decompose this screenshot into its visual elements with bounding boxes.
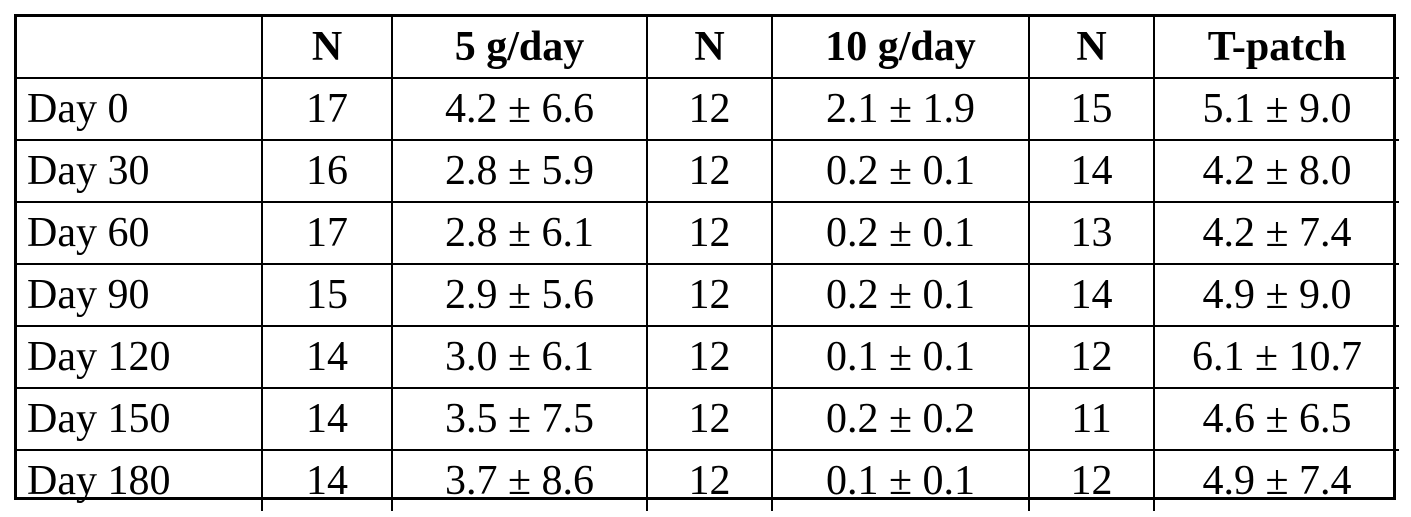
table-row: Day 150 14 3.5 ± 7.5 12 0.2 ± 0.2 11 4.6… [17, 388, 1399, 450]
table-row: Day 120 14 3.0 ± 6.1 12 0.1 ± 0.1 12 6.1… [17, 326, 1399, 388]
header-n-tpatch: N [1029, 17, 1154, 78]
header-corner-cell [17, 17, 262, 78]
table-cell: 0.2 ± 0.1 [772, 140, 1029, 202]
table-cell: 2.8 ± 6.1 [392, 202, 647, 264]
table-row: Day 90 15 2.9 ± 5.6 12 0.2 ± 0.1 14 4.9 … [17, 264, 1399, 326]
table-cell: 4.2 ± 6.6 [392, 78, 647, 140]
table-cell: 0.1 ± 0.1 [772, 326, 1029, 388]
table-header-row: N 5 g/day N 10 g/day N T-patch [17, 17, 1399, 78]
table-cell: 2.9 ± 5.6 [392, 264, 647, 326]
table-cell: 12 [647, 202, 772, 264]
table-cell: 17 [262, 78, 392, 140]
data-table: N 5 g/day N 10 g/day N T-patch Day 0 17 … [17, 17, 1399, 511]
table-cell: 12 [647, 388, 772, 450]
header-10g-day: 10 g/day [772, 17, 1029, 78]
table-cell: 15 [1029, 78, 1154, 140]
table-row: Day 180 14 3.7 ± 8.6 12 0.1 ± 0.1 12 4.9… [17, 450, 1399, 511]
table-cell: 12 [647, 78, 772, 140]
table-cell: 2.1 ± 1.9 [772, 78, 1029, 140]
table-cell: 3.5 ± 7.5 [392, 388, 647, 450]
table-cell: 2.8 ± 5.9 [392, 140, 647, 202]
row-label: Day 0 [17, 78, 262, 140]
table-cell: 0.2 ± 0.1 [772, 202, 1029, 264]
table-row: Day 0 17 4.2 ± 6.6 12 2.1 ± 1.9 15 5.1 ±… [17, 78, 1399, 140]
data-table-frame: N 5 g/day N 10 g/day N T-patch Day 0 17 … [14, 14, 1396, 500]
table-cell: 12 [647, 264, 772, 326]
table-cell: 4.9 ± 9.0 [1154, 264, 1399, 326]
table-cell: 16 [262, 140, 392, 202]
table-row: Day 60 17 2.8 ± 6.1 12 0.2 ± 0.1 13 4.2 … [17, 202, 1399, 264]
row-label: Day 120 [17, 326, 262, 388]
header-n-5g: N [262, 17, 392, 78]
table-cell: 14 [262, 450, 392, 511]
table-cell: 3.0 ± 6.1 [392, 326, 647, 388]
header-n-10g: N [647, 17, 772, 78]
table-cell: 15 [262, 264, 392, 326]
table-cell: 12 [647, 326, 772, 388]
row-label: Day 30 [17, 140, 262, 202]
row-label: Day 90 [17, 264, 262, 326]
table-cell: 14 [1029, 140, 1154, 202]
table-cell: 0.2 ± 0.1 [772, 264, 1029, 326]
table-cell: 0.1 ± 0.1 [772, 450, 1029, 511]
table-cell: 4.2 ± 8.0 [1154, 140, 1399, 202]
header-5g-day: 5 g/day [392, 17, 647, 78]
table-cell: 12 [647, 450, 772, 511]
table-cell: 12 [1029, 326, 1154, 388]
table-cell: 4.9 ± 7.4 [1154, 450, 1399, 511]
table-cell: 13 [1029, 202, 1154, 264]
table-cell: 14 [262, 388, 392, 450]
table-cell: 11 [1029, 388, 1154, 450]
table-cell: 14 [1029, 264, 1154, 326]
table-cell: 12 [1029, 450, 1154, 511]
header-t-patch: T-patch [1154, 17, 1399, 78]
table-cell: 12 [647, 140, 772, 202]
table-cell: 0.2 ± 0.2 [772, 388, 1029, 450]
table-cell: 5.1 ± 9.0 [1154, 78, 1399, 140]
table-row: Day 30 16 2.8 ± 5.9 12 0.2 ± 0.1 14 4.2 … [17, 140, 1399, 202]
row-label: Day 60 [17, 202, 262, 264]
table-cell: 4.6 ± 6.5 [1154, 388, 1399, 450]
table-cell: 17 [262, 202, 392, 264]
table-cell: 6.1 ± 10.7 [1154, 326, 1399, 388]
table-cell: 4.2 ± 7.4 [1154, 202, 1399, 264]
table-cell: 14 [262, 326, 392, 388]
table-cell: 3.7 ± 8.6 [392, 450, 647, 511]
row-label: Day 150 [17, 388, 262, 450]
row-label: Day 180 [17, 450, 262, 511]
